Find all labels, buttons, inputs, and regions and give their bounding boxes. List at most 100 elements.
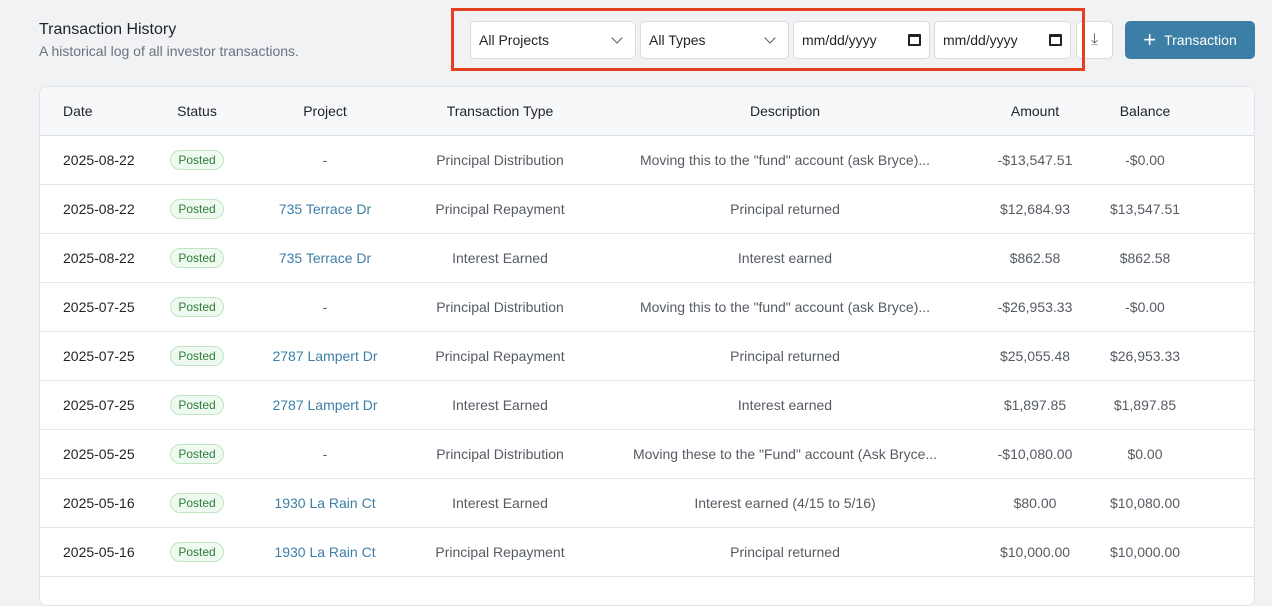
column-header-status: Status bbox=[177, 103, 217, 119]
cell-date: 2025-08-22 bbox=[63, 152, 135, 168]
cell-amount: $12,684.93 bbox=[999, 201, 1071, 217]
status-badge: Posted bbox=[170, 493, 224, 513]
status-badge: Posted bbox=[170, 199, 224, 219]
cell-status: Posted bbox=[147, 185, 247, 233]
cell-status: Posted bbox=[147, 528, 247, 576]
cell-type: Principal Distribution bbox=[436, 446, 564, 462]
table-row[interactable]: 2025-08-22 Posted 735 Terrace Dr Principal … bbox=[40, 185, 1254, 234]
project-link[interactable]: 735 Terrace Dr bbox=[278, 250, 372, 266]
cell-amount: -$10,080.00 bbox=[997, 446, 1073, 462]
download-icon: ⤓ bbox=[1090, 31, 1099, 48]
cell-type: Principal Repayment bbox=[435, 201, 565, 217]
cell-amount: $862.58 bbox=[1009, 250, 1061, 266]
column-header-type: Transaction Type bbox=[446, 103, 554, 119]
table-row[interactable]: 2025-07-25 Posted 2787 Lampert Dr Interest … bbox=[40, 381, 1254, 430]
cell-date: 2025-05-25 bbox=[63, 446, 135, 462]
cell-type: Principal Distribution bbox=[436, 299, 564, 315]
cell-status: Posted bbox=[147, 332, 247, 380]
cell-type: Interest Earned bbox=[452, 495, 548, 511]
project-link[interactable]: 2787 Lampert Dr bbox=[272, 397, 378, 413]
cell-type: Interest Earned bbox=[452, 250, 548, 266]
column-header-balance: Balance bbox=[1119, 103, 1171, 119]
cell-type: Principal Repayment bbox=[435, 544, 565, 560]
add-transaction-button[interactable]: + Transaction bbox=[1125, 21, 1255, 59]
table-header: Date Status Project Transaction Type Descrip… bbox=[40, 87, 1254, 136]
column-header-date: Date bbox=[63, 103, 93, 119]
calendar-icon[interactable] bbox=[1049, 34, 1062, 46]
cell-balance: -$0.00 bbox=[1125, 299, 1165, 315]
cell-amount: $25,055.48 bbox=[999, 348, 1071, 364]
cell-date: 2025-07-25 bbox=[63, 348, 135, 364]
cell-status: Posted bbox=[147, 234, 247, 282]
table-row[interactable]: 2025-08-22 Posted 735 Terrace Dr Interest E… bbox=[40, 234, 1254, 283]
add-transaction-label: Transaction bbox=[1164, 32, 1237, 48]
cell-balance: $13,547.51 bbox=[1109, 201, 1181, 217]
end-date-placeholder: mm/dd/yyyy bbox=[943, 32, 1018, 48]
project-filter-value: All Projects bbox=[479, 32, 550, 48]
page-title: Transaction History bbox=[39, 21, 177, 38]
cell-type: Principal Repayment bbox=[435, 348, 565, 364]
cell-date: 2025-08-22 bbox=[63, 201, 135, 217]
status-badge: Posted bbox=[170, 444, 224, 464]
cell-amount: -$13,547.51 bbox=[997, 152, 1073, 168]
column-header-description: Description bbox=[749, 103, 821, 119]
start-date-placeholder: mm/dd/yyyy bbox=[802, 32, 877, 48]
project-filter-select[interactable]: All Projects bbox=[470, 21, 636, 59]
cell-balance: $10,000.00 bbox=[1109, 544, 1181, 560]
download-button[interactable]: ⤓ bbox=[1076, 21, 1113, 59]
plus-icon: + bbox=[1143, 27, 1157, 52]
cell-balance: $862.58 bbox=[1119, 250, 1171, 266]
cell-description: Moving these to the "Fund" account (Ask … bbox=[632, 446, 938, 462]
cell-balance: $0.00 bbox=[1127, 446, 1163, 462]
page-subtitle: A historical log of all investor transac… bbox=[39, 43, 299, 59]
type-filter-select[interactable]: All Types bbox=[640, 21, 789, 59]
cell-amount: -$26,953.33 bbox=[997, 299, 1073, 315]
cell-status: Posted bbox=[147, 430, 247, 478]
start-date-input[interactable]: mm/dd/yyyy bbox=[793, 21, 930, 59]
chevron-down-icon bbox=[611, 32, 623, 44]
column-header-project: Project bbox=[303, 103, 347, 119]
transactions-table: Date Status Project Transaction Type Descrip… bbox=[39, 86, 1255, 606]
cell-description: Interest earned bbox=[737, 397, 833, 413]
chevron-down-icon bbox=[764, 32, 776, 44]
table-row[interactable]: 2025-05-16 Posted 1930 La Rain Ct Interest … bbox=[40, 479, 1254, 528]
cell-amount: $1,897.85 bbox=[1003, 397, 1067, 413]
cell-status: Posted bbox=[147, 381, 247, 429]
cell-balance: $1,897.85 bbox=[1113, 397, 1177, 413]
table-row[interactable]: 2025-07-25 Posted 2787 Lampert Dr Principal… bbox=[40, 332, 1254, 381]
cell-project: - bbox=[322, 299, 328, 315]
cell-description: Interest earned bbox=[737, 250, 833, 266]
cell-date: 2025-08-22 bbox=[63, 250, 135, 266]
table-row[interactable]: 2025-08-22 Posted - Principal Distribution M… bbox=[40, 136, 1254, 185]
project-link[interactable]: 1930 La Rain Ct bbox=[274, 495, 376, 511]
cell-status: Posted bbox=[147, 136, 247, 184]
cell-type: Interest Earned bbox=[452, 397, 548, 413]
cell-description: Principal returned bbox=[730, 544, 840, 560]
column-header-amount: Amount bbox=[1010, 103, 1060, 119]
cell-date: 2025-07-25 bbox=[63, 299, 135, 315]
cell-description: Principal returned bbox=[730, 201, 840, 217]
cell-balance: $10,080.00 bbox=[1109, 495, 1181, 511]
table-row[interactable]: 2025-05-25 Posted - Principal Distribution M… bbox=[40, 430, 1254, 479]
status-badge: Posted bbox=[170, 395, 224, 415]
cell-description: Principal returned bbox=[730, 348, 840, 364]
project-link[interactable]: 735 Terrace Dr bbox=[278, 201, 372, 217]
cell-balance: -$0.00 bbox=[1125, 152, 1165, 168]
cell-project: - bbox=[322, 446, 328, 462]
table-row[interactable]: 2025-05-16 Posted 1930 La Rain Ct Principal… bbox=[40, 528, 1254, 577]
cell-balance: $26,953.33 bbox=[1109, 348, 1181, 364]
cell-date: 2025-05-16 bbox=[63, 544, 135, 560]
cell-date: 2025-07-25 bbox=[63, 397, 135, 413]
cell-type: Principal Distribution bbox=[436, 152, 564, 168]
status-badge: Posted bbox=[170, 150, 224, 170]
status-badge: Posted bbox=[170, 346, 224, 366]
cell-description: Moving this to the "fund" account (ask B… bbox=[639, 299, 931, 315]
cell-date: 2025-05-16 bbox=[63, 495, 135, 511]
end-date-input[interactable]: mm/dd/yyyy bbox=[934, 21, 1071, 59]
project-link[interactable]: 2787 Lampert Dr bbox=[272, 348, 378, 364]
calendar-icon[interactable] bbox=[908, 34, 921, 46]
cell-status: Posted bbox=[147, 283, 247, 331]
cell-description: Moving this to the "fund" account (ask B… bbox=[639, 152, 931, 168]
project-link[interactable]: 1930 La Rain Ct bbox=[274, 544, 376, 560]
table-row[interactable]: 2025-07-25 Posted - Principal Distribution M… bbox=[40, 283, 1254, 332]
